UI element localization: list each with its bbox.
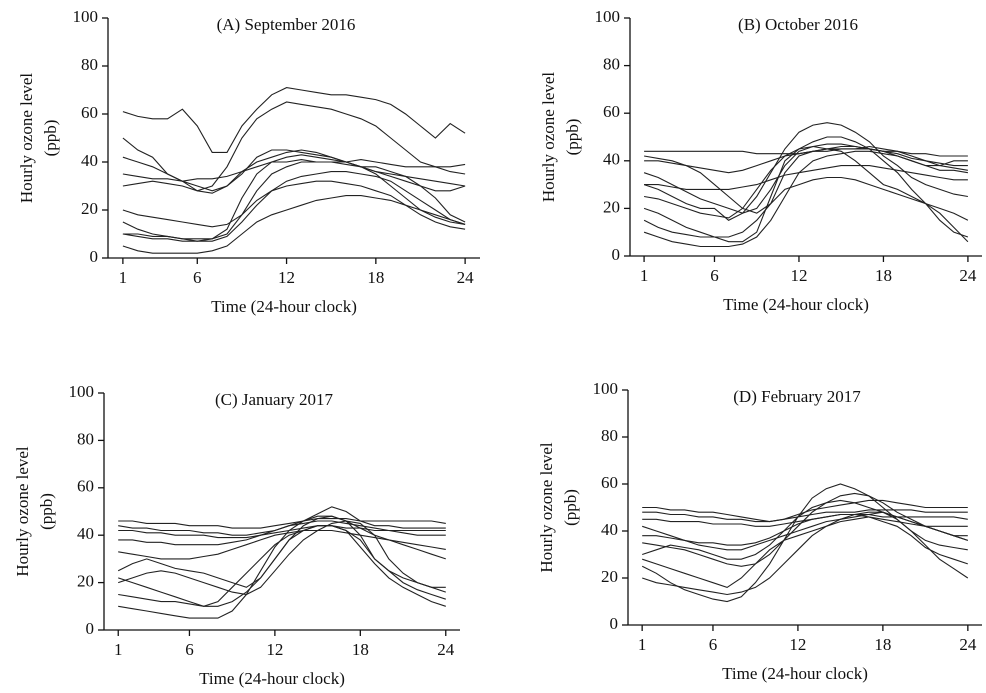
y-tick-label: 20	[81, 199, 98, 218]
panel: 0 20 40 60 80 100 1 6 12 18 24 (B) October 2016 Time…	[539, 7, 982, 314]
x-tick-label: 1	[119, 268, 128, 287]
y-tick-label: 100	[595, 7, 621, 26]
x-tick-label: 6	[185, 640, 194, 659]
panel-title: (C) January 2017	[215, 390, 334, 409]
y-tick-label: 80	[81, 55, 98, 74]
ozone-line	[118, 525, 446, 607]
panel-title: (A) September 2016	[217, 15, 356, 34]
ozone-line	[118, 520, 446, 596]
ozone-line	[122, 154, 466, 242]
ozone-line	[118, 515, 446, 619]
ozone-line	[122, 195, 466, 254]
y-tick-label: 100	[593, 379, 619, 398]
ozone-line	[118, 518, 446, 529]
y-axis-label: (ppb)	[37, 493, 56, 530]
y-axis-label: (ppb)	[561, 489, 580, 526]
x-tick-label: 1	[638, 635, 647, 654]
ozone-line	[643, 136, 969, 243]
ozone-line	[644, 165, 968, 190]
ozone-line	[644, 145, 968, 214]
y-tick-label: 80	[77, 429, 94, 448]
y-tick-label: 40	[603, 150, 620, 169]
ozone-line	[118, 506, 446, 536]
x-tick-label: 18	[875, 266, 892, 285]
ozone-line	[643, 143, 968, 214]
panel-title: (B) October 2016	[738, 15, 858, 34]
ozone-line	[118, 525, 446, 607]
ozone-line	[642, 516, 968, 589]
x-tick-label: 6	[193, 268, 202, 287]
y-tick-label: 20	[77, 572, 94, 591]
x-tick-label: 12	[278, 268, 295, 287]
ozone-line	[122, 149, 466, 192]
x-tick-label: 12	[789, 635, 806, 654]
ozone-line	[641, 483, 968, 603]
y-tick-label: 80	[603, 55, 620, 74]
x-tick-label: 18	[367, 268, 384, 287]
x-tick-label: 24	[457, 268, 475, 287]
ozone-line	[643, 122, 968, 221]
x-tick-label: 12	[266, 640, 283, 659]
x-tick-label: 1	[114, 640, 123, 659]
y-tick-label: 40	[601, 520, 618, 539]
x-tick-label: 1	[640, 266, 649, 285]
x-axis-label: Time (24-hour clock)	[723, 295, 869, 314]
ozone-line	[118, 529, 446, 560]
panel: 0 20 40 60 80 100 1 6 12 18 24 (A) September 2016 Ti…	[17, 7, 480, 316]
panel-title: (D) February 2017	[733, 387, 861, 406]
y-tick-label: 40	[77, 524, 94, 543]
y-tick-label: 100	[69, 382, 95, 401]
y-tick-label: 100	[73, 7, 99, 26]
ozone-line	[122, 180, 466, 230]
ozone-line	[122, 87, 466, 153]
x-axis-label: Time (24-hour clock)	[722, 664, 868, 683]
ozone-line	[642, 513, 968, 527]
y-tick-label: 0	[90, 247, 99, 266]
y-axis-label: (ppb)	[563, 119, 582, 156]
y-tick-label: 0	[86, 619, 95, 638]
y-axis-label: Hourly ozone level	[13, 446, 32, 577]
y-tick-label: 80	[601, 426, 618, 445]
y-axis-label: Hourly ozone level	[537, 442, 556, 573]
ozone-line	[642, 511, 968, 551]
ozone-line	[642, 499, 968, 560]
ozone-line	[643, 150, 968, 248]
y-tick-label: 20	[603, 197, 620, 216]
x-tick-label: 12	[790, 266, 807, 285]
panel: 0 20 40 60 80 100 1 6 12 18 24 (C) January 2017 Time…	[13, 382, 460, 688]
ozone-line	[644, 145, 969, 243]
x-tick-label: 24	[959, 266, 977, 285]
y-tick-label: 60	[81, 103, 98, 122]
y-axis-label: (ppb)	[41, 120, 60, 157]
y-axis-label: Hourly ozone level	[539, 72, 558, 203]
ozone-line	[122, 159, 466, 182]
y-tick-label: 40	[81, 151, 98, 170]
y-axis-label: Hourly ozone level	[17, 73, 36, 204]
ozone-line	[644, 145, 968, 174]
ozone-line	[642, 492, 968, 567]
x-tick-label: 24	[959, 635, 977, 654]
y-tick-label: 0	[610, 614, 619, 633]
x-axis-label: Time (24-hour clock)	[199, 669, 345, 688]
y-tick-label: 60	[77, 477, 94, 496]
ozone-line	[642, 511, 969, 596]
x-tick-label: 18	[352, 640, 369, 659]
panel: 0 20 40 60 80 100 1 6 12 18 24 (D) February 2017 Tim…	[537, 379, 982, 683]
y-tick-label: 60	[603, 102, 620, 121]
ozone-line	[642, 509, 968, 523]
y-tick-label: 0	[612, 245, 621, 264]
y-tick-label: 20	[601, 567, 618, 586]
ozone-line	[122, 161, 466, 240]
x-tick-label: 6	[710, 266, 719, 285]
ozone-line	[642, 513, 968, 546]
y-tick-label: 60	[601, 473, 618, 492]
x-tick-label: 24	[437, 640, 455, 659]
x-axis-label: Time (24-hour clock)	[211, 297, 357, 316]
ozone-line	[643, 176, 969, 238]
x-tick-label: 18	[874, 635, 891, 654]
x-tick-label: 6	[709, 635, 718, 654]
